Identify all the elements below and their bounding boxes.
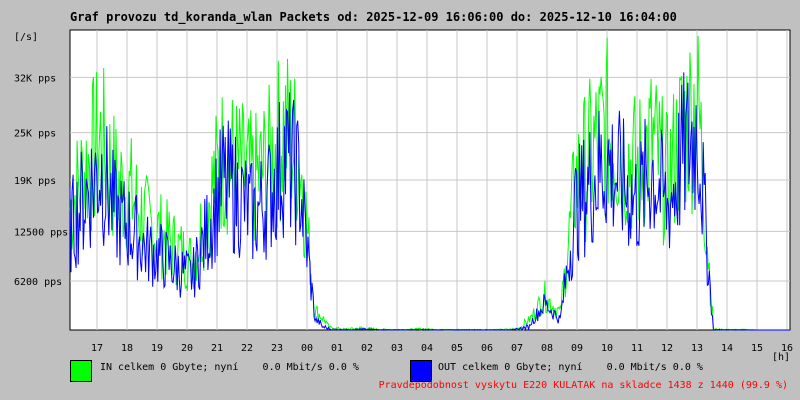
x-tick-label: 13 [691, 343, 703, 354]
x-tick-label: 07 [511, 343, 523, 354]
in-legend-swatch [70, 360, 92, 382]
out-legend-swatch [410, 360, 432, 382]
y-tick-label: 25K pps [14, 129, 56, 140]
y-axis-unit: [/s] [14, 32, 38, 43]
y-tick-label: 32K pps [14, 73, 56, 84]
x-tick-label: 17 [91, 343, 103, 354]
y-tick-label: 12500 pps [14, 227, 68, 238]
x-tick-label: 08 [541, 343, 553, 354]
x-tick-label: 14 [721, 343, 733, 354]
x-tick-label: 02 [361, 343, 373, 354]
x-tick-label: 09 [571, 343, 583, 354]
out-legend-label: OUT celkem 0 Gbyte; nyní 0.0 Mbit/s 0.0 … [438, 362, 703, 373]
x-tick-label: 15 [751, 343, 763, 354]
probability-footer: Pravdepodobnost vyskytu E220 KULATAK na … [379, 380, 788, 391]
x-tick-label: 11 [631, 343, 643, 354]
y-tick-label: 19K pps [14, 176, 56, 187]
x-tick-label: 18 [121, 343, 133, 354]
x-tick-label: 00 [301, 343, 313, 354]
x-tick-label: 01 [331, 343, 343, 354]
x-tick-label: 04 [421, 343, 433, 354]
x-axis-unit: [h] [772, 352, 790, 363]
x-tick-label: 22 [241, 343, 253, 354]
x-tick-label: 21 [211, 343, 223, 354]
x-tick-label: 23 [271, 343, 283, 354]
x-tick-label: 06 [481, 343, 493, 354]
x-tick-label: 12 [661, 343, 673, 354]
x-tick-label: 20 [181, 343, 193, 354]
x-tick-label: 19 [151, 343, 163, 354]
x-tick-label: 03 [391, 343, 403, 354]
y-tick-label: 6200 pps [14, 277, 62, 288]
in-legend-label: IN celkem 0 Gbyte; nyní 0.0 Mbit/s 0.0 % [100, 362, 359, 373]
x-tick-label: 10 [601, 343, 613, 354]
x-tick-label: 05 [451, 343, 463, 354]
